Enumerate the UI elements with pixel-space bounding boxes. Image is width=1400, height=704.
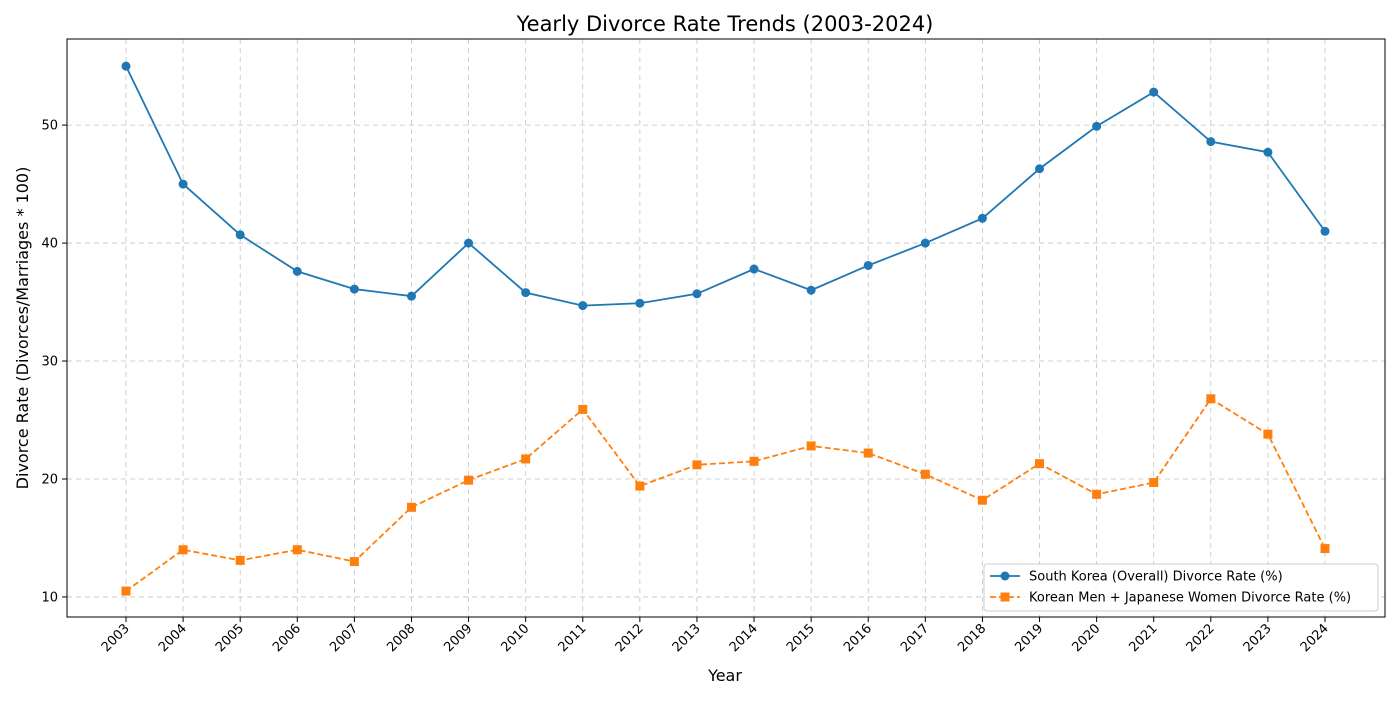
grid-lines (67, 39, 1385, 617)
data-point (406, 291, 416, 301)
data-point (920, 238, 930, 248)
x-tick-label: 2024 (1298, 621, 1332, 655)
data-point (635, 481, 645, 491)
y-tick-label: 20 (41, 472, 58, 487)
data-point (178, 179, 188, 189)
legend-box (983, 563, 1379, 612)
series-line (125, 65, 1326, 307)
data-point (1035, 164, 1045, 174)
data-point (292, 545, 302, 555)
legend: South Korea (Overall) Divorce Rate (%) Ko… (983, 563, 1379, 612)
x-tick-label: 2020 (1069, 621, 1103, 655)
data-point (178, 545, 188, 555)
legend-entry-1: South Korea (Overall) Divorce Rate (%) (990, 570, 1283, 585)
data-point (1206, 137, 1216, 147)
data-point (121, 61, 131, 71)
x-tick-label: 2014 (727, 621, 761, 655)
data-point (1035, 459, 1045, 469)
data-point (1092, 121, 1102, 131)
x-tick-label: 2021 (1127, 621, 1161, 655)
x-tick-label: 2003 (99, 621, 133, 655)
x-tick-label: 2012 (613, 621, 647, 655)
y-tick-label: 10 (41, 590, 58, 605)
data-point (235, 230, 245, 240)
x-tick-label: 2005 (213, 621, 247, 655)
x-tick-label: 2019 (1012, 621, 1046, 655)
data-point (977, 213, 987, 223)
series-line (125, 397, 1326, 592)
data-point (406, 502, 416, 512)
data-point (1263, 147, 1273, 157)
data-point (521, 454, 531, 464)
data-point (863, 260, 873, 270)
data-point (863, 448, 873, 458)
x-tick-label: 2017 (898, 621, 932, 655)
data-point (635, 298, 645, 308)
data-point (1149, 87, 1159, 97)
data-point (1263, 429, 1273, 439)
data-point (578, 301, 588, 311)
data-point (749, 456, 759, 466)
legend-label: South Korea (Overall) Divorce Rate (%) (1029, 570, 1283, 585)
y-tick-label: 40 (41, 237, 58, 252)
x-tick-label: 2015 (784, 621, 818, 655)
x-axis-label: Year (707, 666, 742, 685)
x-tick-label: 2016 (841, 621, 875, 655)
y-tick-label: 30 (41, 355, 58, 370)
series-1 (121, 61, 1330, 311)
data-point (578, 404, 588, 414)
y-axis-label: Divorce Rate (Divorces/Marriages * 100) (13, 167, 32, 490)
data-point (349, 284, 359, 294)
x-tick-label: 2023 (1241, 621, 1275, 655)
legend-marker (1000, 592, 1010, 602)
series-layer (121, 61, 1330, 596)
series-2 (121, 394, 1330, 596)
legend-marker (1000, 571, 1010, 581)
data-point (521, 288, 531, 298)
data-point (1149, 478, 1159, 488)
y-tick-label: 50 (41, 119, 58, 134)
data-point (1320, 544, 1330, 554)
data-point (692, 289, 702, 299)
x-tick-label: 2007 (327, 621, 361, 655)
plot-frame (66, 38, 1386, 618)
data-point (1092, 489, 1102, 499)
data-point (749, 264, 759, 274)
chart-title: Yearly Divorce Rate Trends (2003-2024) (516, 12, 934, 36)
data-point (1320, 226, 1330, 236)
data-point (920, 469, 930, 479)
legend-entry-2: Korean Men + Japanese Women Divorce Rate… (990, 591, 1351, 606)
data-point (806, 285, 816, 295)
x-tick-label: 2010 (498, 621, 532, 655)
data-point (292, 266, 302, 276)
data-point (121, 586, 131, 596)
x-tick-label: 2008 (384, 621, 418, 655)
data-point (349, 557, 359, 567)
data-point (1206, 394, 1216, 404)
legend-label: Korean Men + Japanese Women Divorce Rate… (1029, 591, 1351, 606)
x-tick-label: 2022 (1184, 621, 1218, 655)
x-tick-label: 2004 (156, 621, 190, 655)
x-tick-label: 2011 (556, 621, 590, 655)
x-tick-label: 2006 (270, 621, 304, 655)
x-tick-label: 2013 (670, 621, 704, 655)
data-point (464, 475, 474, 485)
data-point (464, 238, 474, 248)
x-tick-label: 2018 (955, 621, 989, 655)
data-point (235, 555, 245, 565)
x-tick-label: 2009 (441, 621, 475, 655)
data-point (692, 460, 702, 470)
data-point (806, 441, 816, 451)
data-point (977, 495, 987, 505)
